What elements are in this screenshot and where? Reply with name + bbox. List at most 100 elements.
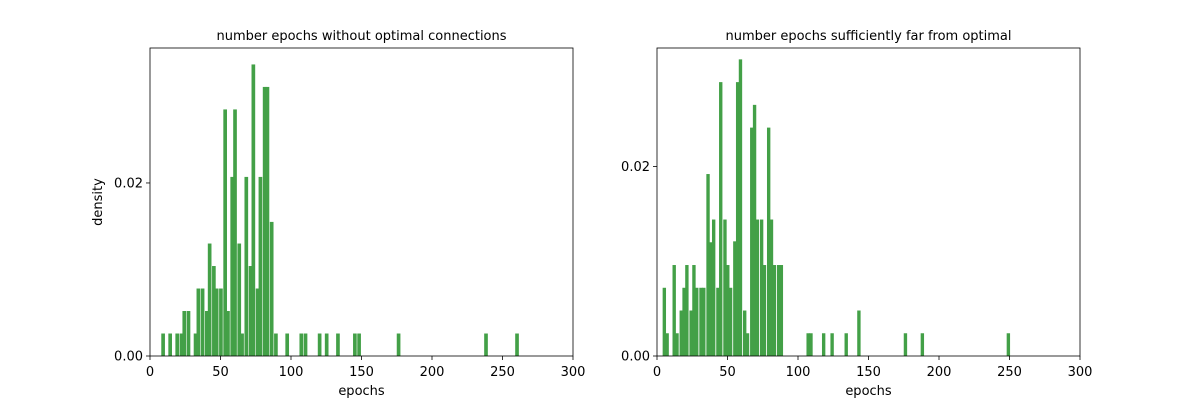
right-histogram-bar: [806, 333, 810, 356]
right-x-tick-label: 300: [1068, 365, 1093, 380]
left-y-axis-label: density: [91, 178, 106, 226]
right-chart-title: number epochs sufficiently far from opti…: [725, 29, 1011, 44]
right-histogram-bar: [695, 287, 699, 356]
right-histogram-bar: [675, 333, 679, 356]
right-histogram-bar: [821, 333, 826, 356]
right-histogram-bar: [733, 241, 737, 356]
left-histogram-bar: [196, 288, 201, 356]
left-histogram-bar: [179, 333, 184, 356]
left-histogram-bar: [255, 288, 260, 356]
right-histogram-bar: [662, 287, 667, 356]
left-chart-title: number epochs without optimal connection…: [216, 29, 506, 44]
left-histogram-bar: [226, 311, 230, 356]
right-histogram-bar: [709, 242, 713, 356]
left-histogram-bar: [240, 333, 244, 356]
right-histogram-bar: [699, 287, 703, 356]
left-histogram-bar: [265, 86, 270, 357]
right-histogram-bar: [1006, 333, 1011, 356]
left-histogram-bar: [223, 109, 227, 357]
right-histogram-bar: [903, 333, 908, 356]
right-histogram-panel: 0 50 100 150 200 250 300 0.00 0.02 number epochs …: [621, 29, 1092, 399]
left-histogram-bar: [207, 243, 212, 356]
left-histogram-bar: [262, 86, 267, 357]
right-histogram-bar: [750, 127, 754, 356]
left-x-tick-label: 100: [279, 365, 304, 380]
left-x-tick-label: 200: [420, 365, 445, 380]
left-histogram-bar: [324, 333, 329, 356]
left-y-tick-label: 0.00: [114, 350, 143, 365]
right-histogram-bar: [738, 59, 743, 357]
right-histogram-bar: [769, 219, 774, 356]
right-histogram-bar: [762, 265, 767, 356]
right-histogram-bar: [766, 127, 771, 356]
left-histogram-bar: [182, 311, 187, 356]
right-histogram-bar: [755, 219, 760, 356]
left-histogram-bar: [161, 333, 165, 356]
left-histogram-panel: 0 50 100 150 200 250 300 0.00 0.02 number epochs …: [91, 29, 585, 399]
left-histogram-bar: [285, 333, 290, 356]
left-histogram-bar: [248, 266, 253, 356]
left-histogram-bar: [484, 333, 488, 356]
left-histogram-bar: [353, 333, 357, 356]
right-histogram-bar: [719, 82, 723, 357]
right-histogram-bar: [665, 333, 669, 356]
right-x-tick-label: 250: [997, 365, 1022, 380]
left-histogram-bar: [237, 243, 242, 356]
right-histogram-bar: [672, 265, 676, 356]
right-histogram-bar: [809, 333, 813, 356]
right-histogram-bar: [743, 310, 747, 356]
right-histogram-bar: [759, 219, 764, 356]
left-x-tick-label: 250: [490, 365, 515, 380]
left-x-tick-label: 300: [561, 365, 586, 380]
left-histogram-bar: [515, 333, 519, 356]
right-histogram-bar: [920, 333, 925, 356]
right-histogram-bar: [844, 333, 848, 356]
right-histogram-bar: [752, 104, 757, 356]
left-histogram-bar: [200, 288, 205, 356]
right-x-tick-label: 0: [653, 365, 661, 380]
right-histogram-bar: [728, 287, 733, 356]
right-histogram-bar: [702, 287, 706, 356]
right-x-tick-label: 100: [786, 365, 811, 380]
left-histogram-bar: [230, 176, 235, 356]
right-x-tick-label: 50: [719, 365, 736, 380]
right-histogram-bar: [706, 174, 710, 356]
left-histogram-bar: [336, 333, 340, 356]
left-histogram-bar: [219, 288, 223, 356]
right-histogram-bar: [745, 333, 750, 356]
right-x-axis-label: epochs: [845, 384, 892, 399]
right-y-tick-label: 0.02: [621, 160, 650, 175]
right-histogram-bar: [692, 265, 696, 356]
right-x-tick-label: 200: [927, 365, 952, 380]
left-y-tick-label: 0.02: [114, 176, 143, 191]
right-histogram-bar: [772, 265, 776, 356]
left-x-tick-label: 150: [349, 365, 374, 380]
left-histogram-bar: [233, 109, 237, 357]
right-histogram-bar: [679, 310, 683, 356]
left-histogram-bar: [186, 311, 191, 356]
left-histogram-bar: [396, 333, 401, 356]
left-histogram-bar: [175, 333, 180, 356]
left-histogram-bar: [214, 288, 219, 356]
left-histogram-bar: [274, 333, 278, 356]
right-x-tick-label: 150: [856, 365, 881, 380]
left-histogram-bar: [303, 333, 308, 356]
right-histogram-bar: [857, 310, 861, 356]
right-histogram-bar: [726, 265, 730, 356]
left-histogram-bar: [168, 333, 172, 356]
right-histogram-bar: [689, 310, 693, 356]
left-histogram-bar: [269, 221, 274, 356]
right-histogram-bar: [685, 265, 689, 356]
left-x-tick-label: 50: [212, 365, 229, 380]
right-histogram-bar: [723, 219, 727, 356]
left-histogram-bar: [193, 333, 198, 356]
left-histogram-bar: [357, 333, 361, 356]
left-histogram-bar: [212, 266, 216, 356]
right-y-tick-label: 0.00: [621, 350, 650, 365]
left-histogram-bar: [317, 333, 322, 356]
left-histogram-bar: [251, 64, 256, 356]
left-histogram-bar: [244, 176, 249, 356]
right-histogram-bar: [830, 333, 834, 356]
right-histogram-bar: [682, 287, 686, 356]
